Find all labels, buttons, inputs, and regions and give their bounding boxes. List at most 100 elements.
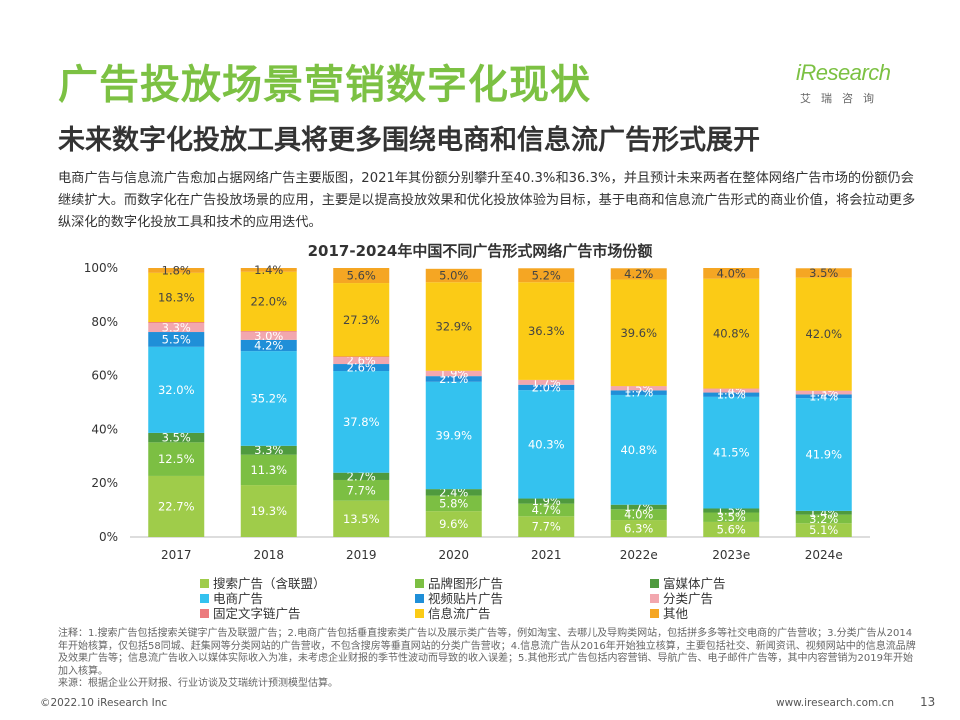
data-label: 18.3% [158, 290, 195, 304]
footer-website: www.iresearch.com.cn [776, 697, 895, 709]
data-label: 4.7% [532, 503, 561, 517]
bar-segment [425, 376, 482, 382]
bar-segment [240, 445, 297, 455]
bar-segment [240, 271, 297, 331]
bar-segment [148, 442, 205, 476]
x-tick-label: 2021 [531, 548, 562, 562]
legend-swatch [650, 609, 659, 618]
bar-segment [333, 371, 390, 473]
bar-segment [333, 364, 390, 372]
x-tick-label: 2017 [161, 548, 192, 562]
x-tick-label: 2024e [805, 548, 843, 562]
bar-segment [148, 346, 205, 433]
legend-label: 分类广告 [663, 591, 714, 606]
data-label: 3.3% [162, 321, 191, 335]
bar-segment [148, 268, 205, 273]
legend-item: 固定文字链广告 [200, 603, 301, 622]
legend-label: 搜索广告（含联盟） [213, 576, 326, 591]
bar-segment [795, 390, 852, 395]
data-label: 41.5% [713, 446, 750, 460]
data-label: 4.0% [717, 266, 746, 280]
notes-text: 注释：1.搜索广告包括搜索关键字广告及联盟广告；2.电商广告包括垂直搜索类广告以… [58, 628, 916, 677]
data-label: 32.9% [435, 320, 472, 334]
data-label: 3.0% [254, 329, 283, 343]
bar-segment [240, 339, 297, 352]
footer-copyright: ©2022.10 iResearch Inc [40, 697, 168, 709]
logo-text: iResearch [796, 60, 891, 85]
bar-segment [795, 523, 852, 537]
bar-segment [518, 268, 575, 283]
bar-segment [795, 394, 852, 399]
legend-item: 电商广告 [200, 588, 263, 607]
bar-segment [333, 500, 390, 537]
bar-segment [610, 509, 667, 521]
data-label: 1.8% [162, 263, 191, 277]
bar-segment [333, 268, 390, 284]
data-label: 5.8% [439, 496, 468, 510]
data-label: 1.4% [254, 263, 283, 277]
y-tick-label: 40% [91, 422, 118, 436]
x-tick-label: 2022e [620, 548, 658, 562]
bar-segment [333, 357, 390, 365]
data-label: 2.7% [347, 469, 376, 483]
legend-label: 信息流广告 [428, 606, 491, 621]
data-label: 6.3% [624, 522, 653, 536]
bar-segment [425, 495, 482, 512]
bar-segment [518, 390, 575, 499]
data-label: 5.2% [532, 268, 561, 282]
legend-item: 信息流广告 [415, 603, 491, 622]
bar-segment [703, 388, 760, 393]
legend-swatch [415, 579, 424, 588]
bar-segment [610, 268, 667, 280]
bar-segment [240, 268, 297, 272]
data-label: 19.3% [250, 504, 287, 518]
bar-segment [610, 386, 667, 391]
bar-segment [518, 516, 575, 537]
y-tick-label: 100% [84, 261, 118, 275]
legend-item: 视频贴片广告 [415, 588, 503, 607]
x-tick-label: 2020 [438, 548, 469, 562]
legend-swatch [415, 594, 424, 603]
chart-notes: 注释：1.搜索广告包括搜索关键字广告及联盟广告；2.电商广告包括垂直搜索类广告以… [58, 628, 918, 691]
legend-swatch [200, 609, 209, 618]
data-label: 3.5% [717, 510, 746, 524]
bar-segment [148, 322, 205, 324]
bar-segment [148, 475, 205, 537]
legend-label: 固定文字链广告 [213, 606, 301, 621]
data-label: 27.3% [343, 313, 380, 327]
legend-swatch [650, 579, 659, 588]
bar-segment [703, 396, 760, 509]
bar-segment [333, 479, 390, 501]
data-label: 11.3% [250, 463, 287, 477]
legend-item: 其他 [650, 603, 688, 622]
data-label: 37.8% [343, 415, 380, 429]
data-label: 4.2% [254, 338, 283, 352]
bar-segment [240, 454, 297, 486]
y-tick-label: 60% [91, 369, 118, 383]
legend-item: 分类广告 [650, 588, 713, 607]
legend-swatch [200, 594, 209, 603]
bar-segment [240, 485, 297, 537]
bar-segment [610, 394, 667, 505]
data-label: 3.5% [162, 431, 191, 445]
bar-segment [425, 282, 482, 371]
legend-swatch [650, 594, 659, 603]
bar-segment [333, 472, 390, 480]
bar-segment [425, 511, 482, 537]
bar-segment [148, 332, 205, 347]
page-title: 广告投放场景营销数字化现状 [58, 62, 591, 108]
bar-segment [795, 268, 852, 278]
data-label: 40.3% [528, 437, 565, 451]
page-subtitle: 未来数字化投放工具将更多围绕电商和信息流广告形式展开 [58, 125, 760, 156]
y-tick-label: 0% [99, 530, 118, 544]
bar-segment [610, 504, 667, 510]
data-label: 39.6% [620, 326, 657, 340]
data-label: 22.0% [250, 294, 287, 308]
bar-segment [703, 512, 760, 522]
bar-segment [610, 279, 667, 387]
data-label: 7.7% [532, 520, 561, 534]
bar-segment [795, 398, 852, 511]
bar-segment [240, 331, 297, 340]
data-label: 3.3% [254, 443, 283, 457]
